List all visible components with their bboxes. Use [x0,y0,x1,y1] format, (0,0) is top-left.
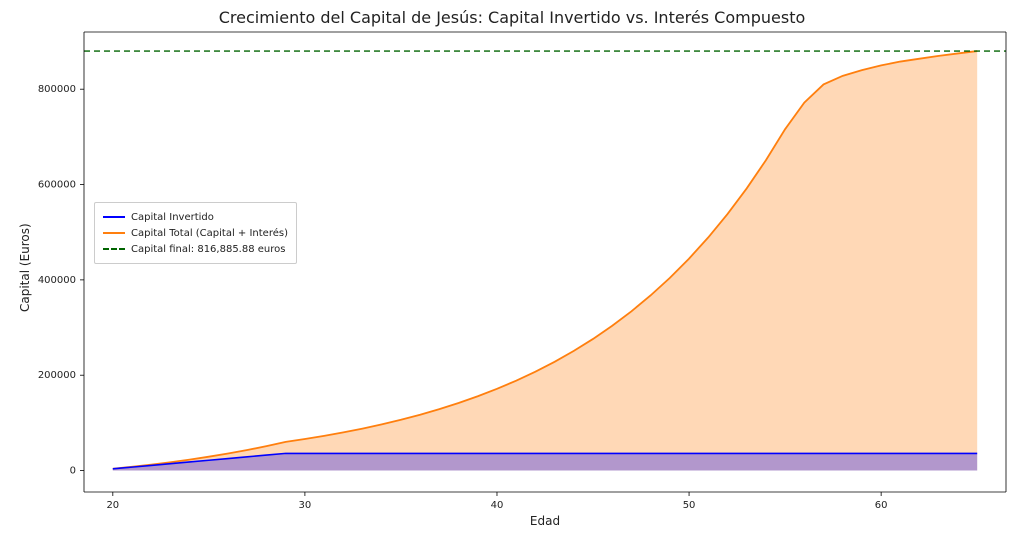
y-axis-label: Capital (Euros) [18,223,32,312]
x-tick-label: 40 [491,500,504,511]
legend-item: Capital final: 816,885.88 euros [103,241,288,257]
y-tick-label: 200000 [38,370,76,381]
x-tick-label: 30 [299,500,312,511]
y-tick-label: 800000 [38,84,76,95]
x-tick-label: 50 [683,500,696,511]
y-tick-label: 400000 [38,275,76,286]
x-tick-label: 60 [875,500,888,511]
legend-label: Capital Invertido [131,212,214,223]
legend-item: Capital Invertido [103,209,288,225]
chart-svg: 20 30 40 50 60 0 200000 400000 600000 800000 [0,0,1024,543]
legend-label: Capital Total (Capital + Interés) [131,228,288,239]
legend-item: Capital Total (Capital + Interés) [103,225,288,241]
chart-title: Crecimiento del Capital de Jesús: Capita… [0,8,1024,27]
legend: Capital Invertido Capital Total (Capital … [94,202,297,264]
x-tick-label: 20 [106,500,119,511]
legend-swatch [103,216,125,218]
y-tick-label: 600000 [38,180,76,191]
legend-swatch [103,248,125,250]
legend-label: Capital final: 816,885.88 euros [131,244,285,255]
legend-swatch [103,232,125,234]
chart-container: Crecimiento del Capital de Jesús: Capita… [0,0,1024,543]
x-axis-label: Edad [84,514,1006,528]
y-tick-label: 0 [70,466,76,477]
